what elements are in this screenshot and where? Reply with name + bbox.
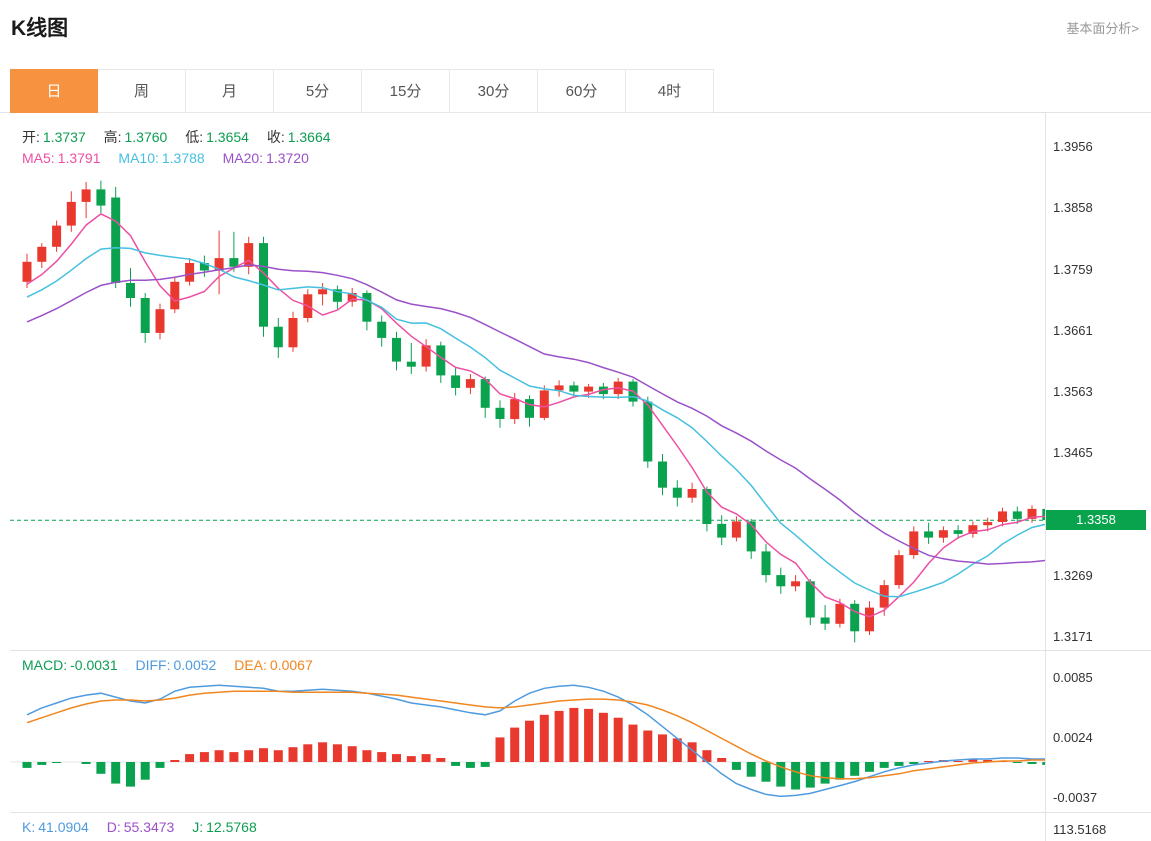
y-axis-label: 1.3269 <box>1053 568 1093 583</box>
diff-label: DIFF: <box>135 657 171 673</box>
y-axis-label: 1.3661 <box>1053 323 1093 338</box>
tab-m5[interactable]: 5分 <box>274 69 362 113</box>
ma10-label: MA10: <box>118 150 159 166</box>
ma10-value: 1.3788 <box>161 150 205 166</box>
candlestick-chart[interactable] <box>10 117 1045 650</box>
open-label: 开: <box>22 129 40 145</box>
y-axis-label: 0.0024 <box>1053 730 1093 745</box>
tab-day[interactable]: 日 <box>10 69 98 113</box>
y-axis-label: 1.3759 <box>1053 262 1093 277</box>
k-label: K: <box>22 819 36 835</box>
ma20-label: MA20: <box>222 150 264 166</box>
j-value: 12.5768 <box>206 819 257 835</box>
open-value: 1.3737 <box>42 129 86 145</box>
y-axis-label: 1.3858 <box>1053 200 1093 215</box>
tab-month[interactable]: 月 <box>186 69 274 113</box>
current-price-badge: 1.3358 <box>1046 510 1146 530</box>
y-axis-label: -0.0037 <box>1053 790 1098 805</box>
y-axis-label: 113.5168 <box>1053 822 1107 837</box>
d-value: 55.3473 <box>123 819 175 835</box>
j-label: J: <box>192 819 204 835</box>
tab-h4[interactable]: 4时 <box>626 69 714 113</box>
ma-legend: MA5: 1.3791 MA10: 1.3788 MA20: 1.3720 <box>22 150 323 166</box>
close-label: 收: <box>266 129 285 145</box>
d-label: D: <box>106 819 121 835</box>
y-axis-label: 0.0085 <box>1053 670 1093 685</box>
dea-label: DEA: <box>234 657 267 673</box>
close-value: 1.3664 <box>287 129 331 145</box>
ma5-label: MA5: <box>22 150 55 166</box>
low-value: 1.3654 <box>206 129 249 145</box>
tab-m30[interactable]: 30分 <box>450 69 538 113</box>
kdj-legend: K: 41.0904 D: 55.3473 J: 12.5768 <box>22 819 271 835</box>
high-value: 1.3760 <box>124 129 168 145</box>
ma20-value: 1.3720 <box>266 150 309 166</box>
page-title: K线图 <box>11 17 69 40</box>
macd-kdj-divider <box>10 812 1151 813</box>
interval-tab-bar: 日周月 5分 15分 30分 60分 4时 <box>0 69 1151 113</box>
low-label: 低: <box>185 129 204 145</box>
fundamental-analysis-link[interactable]: 基本面分析> <box>1066 21 1139 36</box>
ma5-value: 1.3791 <box>57 150 101 166</box>
tab-week[interactable]: 周 <box>98 69 186 113</box>
ohlc-legend: 开: 1.3737 高: 1.3760 低: 1.3654 收: 1.3664 <box>22 127 345 147</box>
tab-m15[interactable]: 15分 <box>362 69 450 113</box>
tab-m60[interactable]: 60分 <box>538 69 626 113</box>
y-axis-label: 1.3465 <box>1053 445 1093 460</box>
dea-value: 0.0067 <box>269 657 313 673</box>
y-axis-label: 1.3563 <box>1053 384 1093 399</box>
main-macd-divider <box>10 650 1151 651</box>
macd-value: -0.0031 <box>70 657 118 673</box>
macd-legend: MACD: -0.0031 DIFF: 0.0052 DEA: 0.0067 <box>22 657 327 673</box>
y-axis-label: 1.3171 <box>1053 629 1093 644</box>
axis-border <box>1045 113 1046 841</box>
diff-value: 0.0052 <box>173 657 217 673</box>
macd-label: MACD: <box>22 657 68 673</box>
high-label: 高: <box>103 129 122 145</box>
macd-chart[interactable] <box>10 651 1045 812</box>
k-value: 41.0904 <box>38 819 89 835</box>
y-axis-label: 1.3956 <box>1053 139 1093 154</box>
